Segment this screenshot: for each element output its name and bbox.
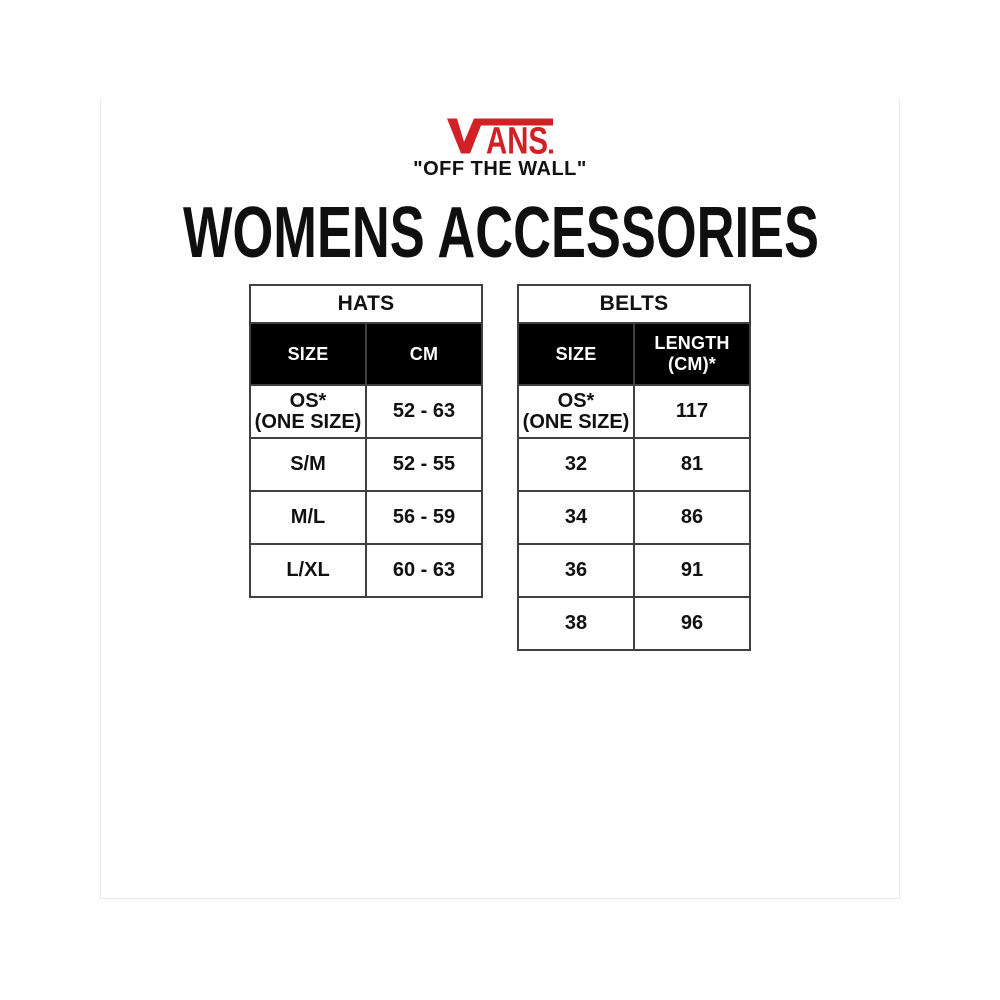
size-cell: OS* (ONE SIZE) bbox=[517, 384, 635, 439]
value-cell: 52 - 55 bbox=[365, 437, 483, 492]
belts-row-38: 38 96 bbox=[517, 596, 751, 651]
belts-header-size: SIZE bbox=[517, 322, 635, 386]
brand-tagline: "OFF THE WALL" bbox=[413, 158, 587, 180]
size-cell: 36 bbox=[517, 543, 635, 598]
belts-row-os: OS* (ONE SIZE) 117 bbox=[517, 384, 751, 439]
value-cell: 96 bbox=[633, 596, 751, 651]
hats-header-size: SIZE bbox=[249, 322, 367, 386]
size-cell: L/XL bbox=[249, 543, 367, 598]
value-cell: 52 - 63 bbox=[365, 384, 483, 439]
size-cell: 38 bbox=[517, 596, 635, 651]
value-cell: 56 - 59 bbox=[365, 490, 483, 545]
size-chart-page: ANS "OFF THE WALL" WOMENS ACCESSORIES HA… bbox=[100, 99, 900, 899]
value-cell: 91 bbox=[633, 543, 751, 598]
belts-header-length: LENGTH (CM)* bbox=[633, 322, 751, 386]
vans-logo-letters: ANS bbox=[486, 121, 548, 157]
belts-table: BELTS SIZE LENGTH (CM)* OS* (ONE SIZE) 1… bbox=[517, 284, 751, 651]
vans-logo-v-bar-shape bbox=[446, 118, 553, 154]
size-cell: 34 bbox=[517, 490, 635, 545]
belts-row-32: 32 81 bbox=[517, 437, 751, 492]
size-cell: S/M bbox=[249, 437, 367, 492]
hats-header-cm: CM bbox=[365, 322, 483, 386]
value-cell: 60 - 63 bbox=[365, 543, 483, 598]
hats-row-ml: M/L 56 - 59 bbox=[249, 490, 483, 545]
hats-row-lxl: L/XL 60 - 63 bbox=[249, 543, 483, 598]
page-title: WOMENS ACCESSORIES bbox=[183, 195, 819, 267]
size-cell: 32 bbox=[517, 437, 635, 492]
size-tables: HATS SIZE CM OS* (ONE SIZE) 52 - 63 S/M … bbox=[101, 284, 899, 651]
hats-row-sm: S/M 52 - 55 bbox=[249, 437, 483, 492]
hats-row-os: OS* (ONE SIZE) 52 - 63 bbox=[249, 384, 483, 439]
hats-table-title: HATS bbox=[249, 284, 483, 324]
value-cell: 81 bbox=[633, 437, 751, 492]
belts-header-row: SIZE LENGTH (CM)* bbox=[517, 322, 751, 386]
hats-title-row: HATS bbox=[249, 284, 483, 324]
hats-table: HATS SIZE CM OS* (ONE SIZE) 52 - 63 S/M … bbox=[249, 284, 483, 598]
size-cell: M/L bbox=[249, 490, 367, 545]
size-cell: OS* (ONE SIZE) bbox=[249, 384, 367, 439]
belts-table-title: BELTS bbox=[517, 284, 751, 324]
value-cell: 117 bbox=[633, 384, 751, 439]
belts-row-36: 36 91 bbox=[517, 543, 751, 598]
vans-logo-dot bbox=[548, 149, 553, 154]
value-cell: 86 bbox=[633, 490, 751, 545]
page-title-svg: WOMENS ACCESSORIES bbox=[183, 195, 819, 267]
belts-title-row: BELTS bbox=[517, 284, 751, 324]
hats-header-row: SIZE CM bbox=[249, 322, 483, 386]
vans-logo-icon: ANS bbox=[446, 118, 553, 157]
brand-block: ANS "OFF THE WALL" bbox=[101, 116, 899, 180]
belts-row-34: 34 86 bbox=[517, 490, 751, 545]
